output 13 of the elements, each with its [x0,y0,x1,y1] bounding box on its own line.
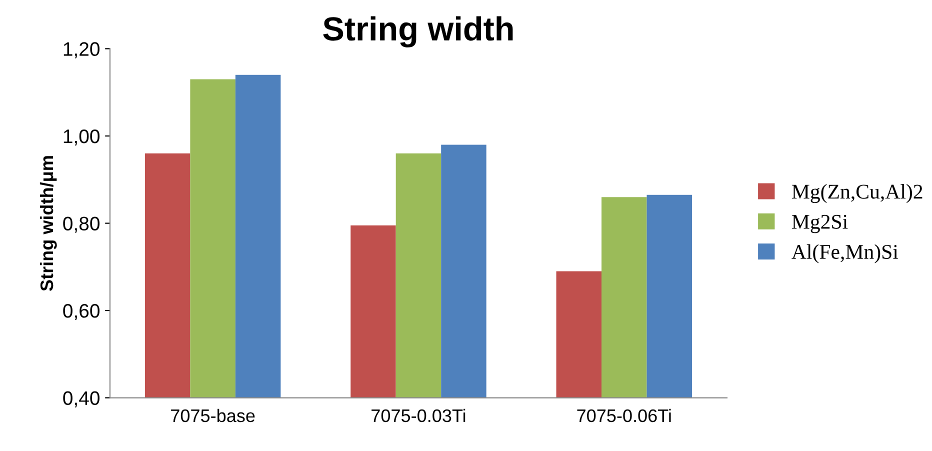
legend-label: Al(Fe,Mn)Si [792,244,898,264]
y-tick-label: 0,60 [63,304,100,320]
x-tick-label: 7075-base [171,408,255,422]
y-tick-label: 0,40 [63,391,100,408]
x-tick-label: 7075-0.06Ti [577,408,671,422]
y-tick-label: 1,00 [64,129,100,146]
legend-label: Mg(Zn,Cu,Al)2 [792,184,922,204]
y-tick-label: 0,80 [63,216,100,233]
x-tick-label: 7075-0.03Ti [372,408,466,422]
legend-label: Mg2Si [792,214,848,234]
y-tick-label: 1,20 [64,42,100,58]
chart-title: String width [323,16,513,48]
y-axis-title: String width/μm [40,156,57,291]
